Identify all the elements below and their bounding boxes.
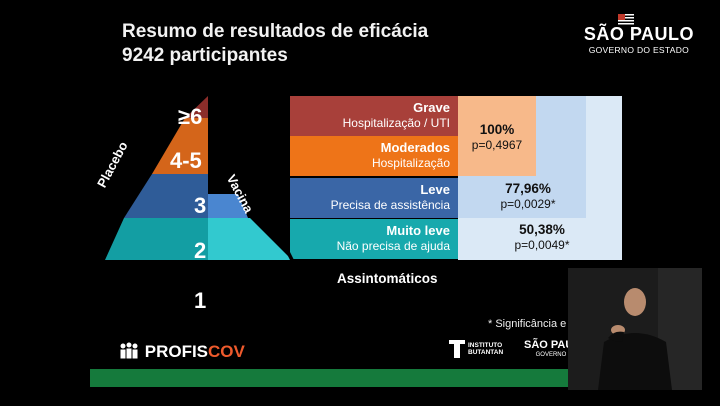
pyramid-vaccine-teal [208,218,292,260]
pyramid-placebo-teal [105,218,208,260]
slide-title: Resumo de resultados de eficácia 9242 pa… [122,20,428,68]
result-pvalue: p=0,0029* [500,197,556,211]
severity-name: Muito leve [386,223,450,238]
level-1-label: 1 [194,288,207,313]
severity-row-moderados: Moderados Hospitalização [290,136,458,176]
severity-row-grave: Grave Hospitalização / UTI [290,96,458,136]
asymptomatic-label: Assintomáticos [337,271,438,286]
severity-detail: Hospitalização [371,156,450,170]
butantan-logo: INSTITUTO BUTANTAN [448,339,503,359]
logo-subtitle: GOVERNO DO ESTADO [588,45,690,55]
butantan-line-1: INSTITUTO [468,342,503,349]
pyramid-placebo-orange [152,118,208,174]
butantan-line-2: BUTANTAN [468,349,504,356]
title-line-2: 9242 participantes [122,45,288,66]
severity-row-muito-leve: Muito leve Não precisa de ajuda [290,219,458,259]
level-4-5-label: 4-5 [170,148,202,173]
severity-name: Moderados [380,140,450,155]
profiscov-logo: PROFISCOV [118,342,245,362]
result-grave-moderado: 100% p=0,4967 [462,122,532,153]
sp-small-sub: GOVERNO DO [535,352,577,358]
title-line-1: Resumo de resultados de eficácia [122,21,429,42]
severity-detail: Hospitalização / UTI [342,116,450,130]
pyramid-vaccine-black [208,96,248,218]
pyramid-divider [208,96,294,260]
pyramid-vaccine-blue [208,194,248,218]
result-value: 50,38% [519,222,565,237]
result-value: 77,96% [505,181,551,196]
sp-small-name: SÃO PAULO [524,339,589,351]
footnote: * Significância e [488,318,567,330]
pyramid-placebo-top [185,96,208,118]
severity-row-leve: Leve Precisa de assistência [290,178,458,218]
severity-pyramid [105,96,294,260]
result-panel-inner [458,96,536,176]
severity-detail: Não precisa de ajuda [336,239,450,253]
people-icon [120,342,138,359]
level-2-label: 2 [194,238,207,263]
interpreter-video [568,268,702,390]
sao-paulo-logo: SÃO PAULO GOVERNO DO ESTADO [583,14,694,55]
result-pvalue: p=0,4967 [471,138,523,152]
level-3-label: 3 [194,193,207,218]
result-pvalue: p=0,0049* [514,238,570,252]
flag-icon [618,14,634,26]
severity-name: Grave [413,100,450,115]
result-muito-leve: 50,38% p=0,0049* [492,222,592,253]
butantan-icon [449,340,465,358]
sp-small-logo: SÃO PAULO GOVERNO DO [524,340,589,360]
severity-detail: Precisa de assistência [330,198,450,212]
result-value: 100% [479,122,515,137]
interpreter-figure [568,268,702,390]
severity-name: Leve [420,182,450,197]
level-6-label: ≥6 [178,104,203,129]
cov-text: COV [208,342,245,361]
result-leve: 77,96% p=0,0029* [478,181,578,212]
pyramid-placebo-blue [124,174,208,218]
footer-green-bar [90,369,568,387]
profis-text: PROFIS [144,342,209,361]
logo-name: SÃO PAULO [583,24,694,44]
